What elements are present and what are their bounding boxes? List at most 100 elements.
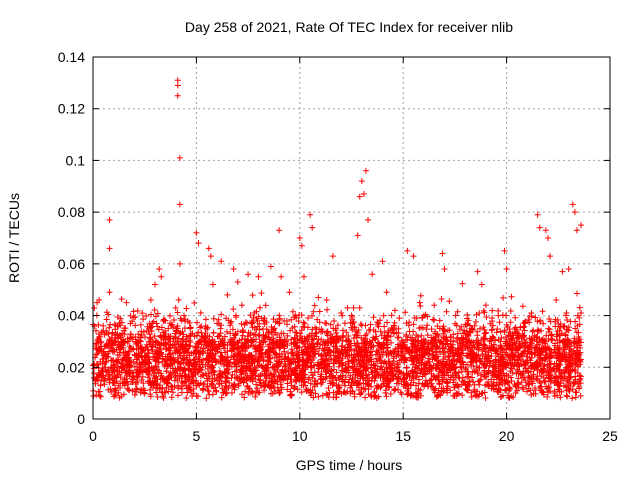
density-marker bbox=[190, 390, 197, 397]
density-marker bbox=[504, 352, 511, 359]
density-marker bbox=[380, 312, 387, 319]
density-marker bbox=[413, 315, 420, 322]
density-marker bbox=[530, 327, 537, 334]
density-marker bbox=[238, 320, 245, 327]
density-marker bbox=[567, 318, 574, 325]
density-marker bbox=[249, 292, 256, 299]
density-marker bbox=[534, 318, 541, 325]
density-marker bbox=[268, 328, 275, 335]
density-marker bbox=[121, 331, 128, 338]
density-marker bbox=[474, 370, 481, 377]
density-marker bbox=[284, 342, 291, 349]
density-marker bbox=[305, 314, 312, 321]
density-marker bbox=[577, 392, 584, 399]
density-marker bbox=[277, 381, 284, 388]
density-marker bbox=[565, 386, 572, 393]
density-marker bbox=[494, 388, 501, 395]
density-marker bbox=[268, 371, 275, 378]
density-marker bbox=[346, 338, 353, 345]
density-marker bbox=[508, 293, 515, 300]
density-marker bbox=[408, 348, 415, 355]
density-marker bbox=[175, 328, 182, 335]
density-marker bbox=[358, 384, 365, 391]
data-point bbox=[129, 369, 136, 376]
density-marker bbox=[507, 307, 514, 314]
density-marker bbox=[110, 357, 117, 364]
density-marker bbox=[507, 319, 514, 326]
density-marker bbox=[167, 371, 174, 378]
density-marker bbox=[401, 374, 408, 381]
density-marker bbox=[111, 393, 118, 400]
density-marker bbox=[139, 348, 146, 355]
density-marker bbox=[183, 394, 190, 401]
density-marker bbox=[408, 354, 415, 361]
density-marker bbox=[367, 344, 374, 351]
density-marker bbox=[224, 353, 231, 360]
data-point bbox=[214, 320, 221, 327]
density-marker bbox=[408, 368, 415, 375]
density-marker bbox=[497, 342, 504, 349]
density-marker bbox=[545, 325, 552, 332]
data-point bbox=[286, 289, 293, 296]
density-marker bbox=[203, 372, 210, 379]
density-marker bbox=[487, 357, 494, 364]
density-marker bbox=[470, 363, 477, 370]
density-marker bbox=[246, 366, 253, 373]
density-marker bbox=[329, 382, 336, 389]
density-marker bbox=[369, 348, 376, 355]
data-point bbox=[323, 297, 330, 304]
density-marker bbox=[521, 323, 528, 330]
density-marker bbox=[572, 373, 579, 380]
data-point bbox=[503, 266, 510, 273]
density-marker bbox=[304, 360, 311, 367]
density-marker bbox=[480, 345, 487, 352]
density-marker bbox=[276, 390, 283, 397]
density-marker bbox=[259, 343, 266, 350]
density-marker bbox=[509, 351, 516, 358]
density-marker bbox=[412, 353, 419, 360]
density-marker bbox=[361, 351, 368, 358]
density-marker bbox=[223, 357, 230, 364]
density-marker bbox=[311, 302, 318, 309]
density-marker bbox=[242, 388, 249, 395]
x-tick-label: 25 bbox=[602, 428, 618, 444]
density-marker bbox=[265, 347, 272, 354]
data-point bbox=[174, 92, 181, 99]
density-marker bbox=[252, 345, 259, 352]
density-marker bbox=[292, 367, 299, 374]
density-marker bbox=[478, 372, 485, 379]
density-marker bbox=[424, 380, 431, 387]
density-marker bbox=[453, 392, 460, 399]
density-marker bbox=[242, 319, 249, 326]
data-point bbox=[462, 341, 469, 348]
density-marker bbox=[218, 311, 225, 318]
density-marker bbox=[271, 354, 278, 361]
density-marker bbox=[557, 361, 564, 368]
density-marker bbox=[280, 369, 287, 376]
density-marker bbox=[287, 375, 294, 382]
density-marker bbox=[532, 351, 539, 358]
density-marker bbox=[253, 336, 260, 343]
density-marker bbox=[464, 387, 471, 394]
density-marker bbox=[174, 392, 181, 399]
density-marker bbox=[523, 353, 530, 360]
density-marker bbox=[168, 374, 175, 381]
density-marker bbox=[239, 327, 246, 334]
y-tick-label: 0.08 bbox=[58, 204, 85, 220]
density-marker bbox=[351, 323, 358, 330]
density-marker bbox=[322, 361, 329, 368]
density-marker bbox=[323, 374, 330, 381]
density-marker bbox=[131, 363, 138, 370]
density-marker bbox=[322, 339, 329, 346]
density-marker bbox=[383, 393, 390, 400]
density-marker bbox=[141, 359, 148, 366]
density-marker bbox=[340, 332, 347, 339]
density-marker bbox=[402, 356, 409, 363]
density-marker bbox=[168, 394, 175, 401]
density-marker bbox=[338, 347, 345, 354]
data-point bbox=[391, 307, 398, 314]
density-marker bbox=[353, 334, 360, 341]
density-marker bbox=[365, 357, 372, 364]
density-marker bbox=[577, 349, 584, 356]
density-marker bbox=[294, 337, 301, 344]
